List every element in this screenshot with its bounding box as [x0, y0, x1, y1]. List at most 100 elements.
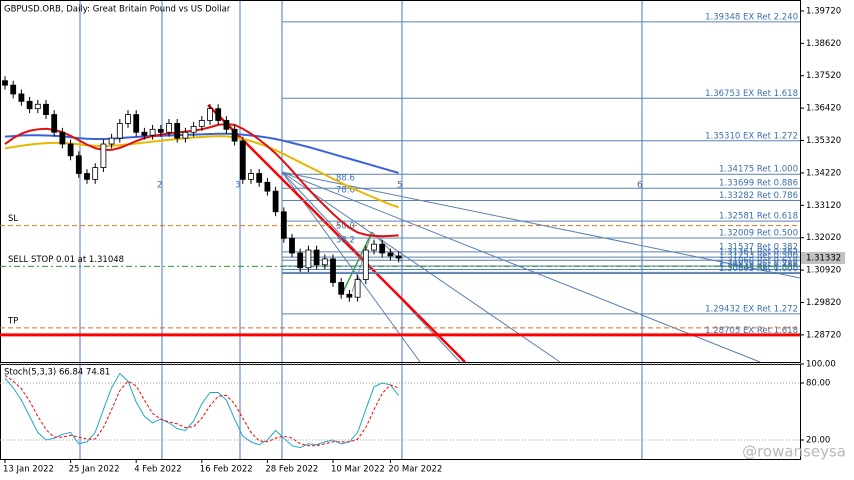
candle-body: [174, 123, 181, 139]
y-tick-label: 1.37520: [806, 71, 841, 81]
fib-label: 1.33699 Ret 0.886: [719, 179, 798, 189]
candle-body: [43, 103, 49, 115]
y-tick-label: 1.30920: [806, 266, 841, 276]
fan-line: [281, 171, 561, 363]
fib-label: 1.31537 Ret 0.382: [719, 242, 798, 252]
x-tick-label: 13 Jan 2022: [3, 465, 54, 475]
candle-body: [321, 258, 328, 266]
candle-body: [198, 120, 205, 127]
x-tick-label: 16 Feb 2022: [200, 465, 253, 475]
stoch-line: [4, 374, 399, 447]
y-tick-label: 1.35320: [806, 136, 841, 146]
candle-body: [166, 123, 172, 133]
stoch-line: [4, 372, 399, 449]
candle-body: [51, 114, 58, 133]
candle-body: [387, 252, 394, 257]
candle-body: [157, 128, 164, 133]
candle-body: [215, 108, 222, 121]
fib-label: 1.39348 EX Ret 2.240: [705, 12, 798, 22]
x-tick-label: 28 Feb 2022: [265, 465, 318, 475]
y-tick-label: 100.00: [806, 360, 836, 370]
candle-body: [330, 258, 336, 283]
fan-label: 78.6: [336, 186, 355, 196]
watermark: @rowanseysa: [742, 443, 846, 461]
candle-body: [256, 173, 263, 183]
sub-frame: [0, 364, 801, 460]
fan-line: [281, 171, 761, 363]
fib-label: 1.30803 Ret 1.000: [719, 264, 798, 274]
candle-body: [190, 125, 197, 133]
candle-body: [354, 279, 361, 298]
fib-label: 1.30939 Ret 0.786: [719, 260, 798, 270]
candle-body: [248, 173, 254, 180]
current-price-box: [801, 251, 845, 264]
y-tick-label: 1.39720: [806, 6, 841, 16]
main-frame: [0, 0, 801, 363]
candle-body: [125, 114, 131, 124]
moving-average: [4, 132, 399, 174]
candle-body: [59, 131, 66, 145]
y-tick-label: 1.38620: [806, 39, 841, 49]
y-tick-label: 1.29820: [806, 298, 841, 308]
y-tick-label: 1.28720: [806, 330, 841, 340]
fan-label: 38.2: [336, 236, 355, 246]
candle-body: [395, 255, 402, 259]
candle-body: [67, 143, 74, 157]
candle-body: [92, 167, 99, 180]
candle-body: [133, 114, 140, 133]
candle-body: [280, 211, 287, 239]
candle-body: [362, 249, 369, 280]
y-tick-label: 1.36420: [806, 104, 841, 114]
candle-body: [149, 128, 156, 136]
indicator-title: Stoch(5,3,3) 66.84 74.81: [4, 368, 110, 378]
candle-body: [18, 93, 25, 102]
y-tick-label: 1.34220: [806, 168, 841, 178]
fib-label: 1.32581 Ret 0.618: [719, 212, 798, 222]
fib-label: 1.34175 Ret 1.000: [719, 165, 798, 175]
candle-body: [2, 80, 8, 86]
candle-body: [141, 131, 148, 136]
candle-body: [207, 108, 213, 121]
order-label: SL: [8, 214, 18, 224]
candle-body: [108, 137, 115, 145]
candle-body: [26, 100, 33, 110]
candle-body: [34, 103, 41, 110]
candle-body: [239, 140, 246, 180]
x-tick-label: 10 Mar 2022: [331, 465, 385, 475]
candle-body: [379, 243, 386, 254]
order-label: SELL STOP 0.01 at 1.31048: [8, 255, 124, 265]
candle-body: [338, 282, 345, 295]
candle-body: [297, 252, 304, 269]
candle-body: [75, 155, 82, 174]
fib-label: 1.31253 Ret 0.500: [719, 251, 798, 261]
fan-label: 88.6: [336, 174, 355, 184]
fib-label: 1.36753 EX Ret 1.618: [705, 89, 798, 99]
candle-body: [346, 293, 353, 298]
wave-label: 6: [637, 181, 642, 191]
chart-title: GBPUSD.ORB, Daily: Great Britain Pound v…: [4, 5, 231, 15]
candle-body: [231, 128, 238, 142]
fib-label: 1.33282 Ret 0.786: [719, 191, 798, 201]
fib-label: 1.35310 EX Ret 1.272: [705, 131, 798, 141]
candle-body: [10, 84, 17, 95]
current-price-label: 1.31332: [806, 253, 841, 263]
y-tick-label: 80.00: [806, 379, 830, 389]
candle-body: [223, 120, 230, 130]
y-tick-label: 20.00: [806, 436, 830, 446]
candle-body: [289, 237, 295, 254]
candle-body: [264, 181, 271, 192]
candle-body: [116, 123, 123, 139]
fib-label: 1.28705 EX Ret 1.618: [705, 326, 798, 336]
fib-label: 1.29432 EX Ret 1.272: [705, 304, 798, 314]
order-label: TP: [7, 316, 18, 326]
annotations: [79, 0, 801, 459]
fib-label: 1.30843 Ret 0.886: [719, 263, 798, 273]
wave-label: 3: [235, 181, 240, 191]
x-tick-label: 20 Mar 2022: [388, 465, 442, 475]
y-tick-label: 1.32020: [806, 233, 841, 243]
wave-label: 2: [157, 181, 162, 191]
candle-body: [313, 249, 320, 266]
candle-body: [182, 131, 189, 139]
